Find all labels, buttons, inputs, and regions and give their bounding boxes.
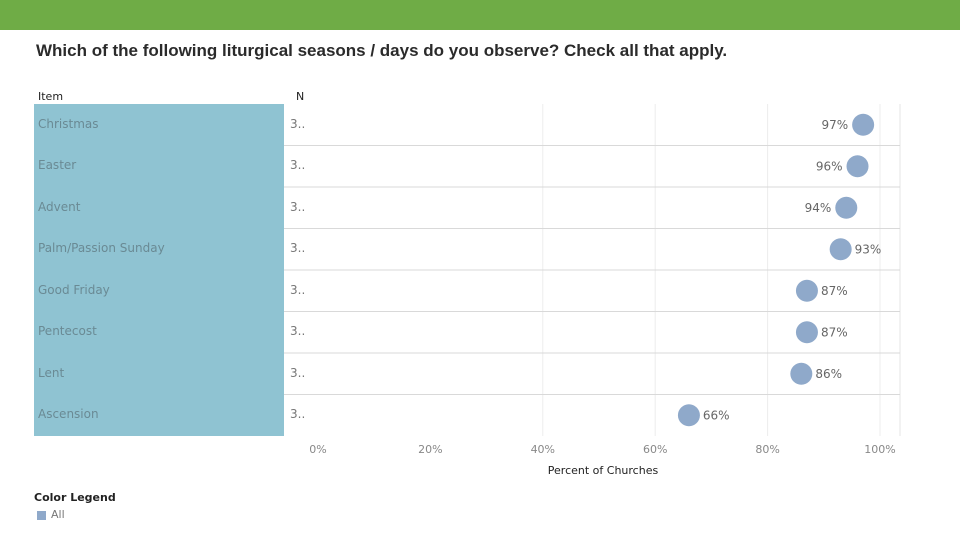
n-value: 3.. — [290, 116, 306, 131]
data-point — [846, 155, 869, 178]
legend-swatch — [37, 510, 46, 520]
x-tick-label: 40% — [531, 443, 555, 456]
data-point — [852, 113, 875, 136]
x-tick-label: 100% — [864, 443, 895, 456]
data-point — [790, 362, 813, 385]
data-label: 94% — [805, 201, 832, 215]
n-value: 3.. — [290, 282, 306, 297]
row-label: Lent — [38, 365, 65, 380]
row-label: Good Friday — [38, 282, 110, 297]
x-tick-label: 20% — [418, 443, 442, 456]
data-label: 87% — [821, 325, 848, 339]
row-label-panel — [34, 104, 284, 436]
data-point — [795, 321, 818, 344]
n-value: 3.. — [290, 365, 306, 380]
x-tick-label: 80% — [755, 443, 779, 456]
x-tick-label: 60% — [643, 443, 667, 456]
data-label: 96% — [816, 159, 843, 173]
row-label: Advent — [38, 199, 81, 214]
data-label: 86% — [815, 367, 842, 381]
data-label: 87% — [821, 284, 848, 298]
row-label: Easter — [38, 158, 77, 173]
data-label: 97% — [821, 118, 848, 132]
page-title: Which of the following liturgical season… — [36, 41, 728, 60]
row-label: Christmas — [38, 116, 99, 131]
n-value: 3.. — [290, 158, 306, 173]
legend-title: Color Legend — [34, 491, 116, 504]
x-tick-label: 0% — [309, 443, 326, 456]
top-accent-bar — [0, 0, 960, 30]
n-value: 3.. — [290, 407, 306, 422]
row-label: Pentecost — [38, 324, 97, 339]
legend-item-label: All — [51, 508, 65, 521]
item-column-header: Item — [38, 90, 64, 103]
row-label: Ascension — [38, 407, 99, 422]
x-axis-label: Percent of Churches — [548, 464, 659, 477]
data-point — [677, 404, 700, 427]
n-value: 3.. — [290, 324, 306, 339]
legend-item-all[interactable]: All — [37, 508, 65, 521]
data-point — [795, 279, 818, 302]
row-label: Palm/Passion Sunday — [38, 241, 165, 256]
data-point — [829, 238, 852, 261]
data-label: 93% — [855, 242, 882, 256]
n-column-header: N — [296, 90, 305, 103]
data-point — [835, 196, 858, 219]
data-label: 66% — [703, 408, 730, 422]
n-value: 3.. — [290, 199, 306, 214]
n-value: 3.. — [290, 241, 306, 256]
